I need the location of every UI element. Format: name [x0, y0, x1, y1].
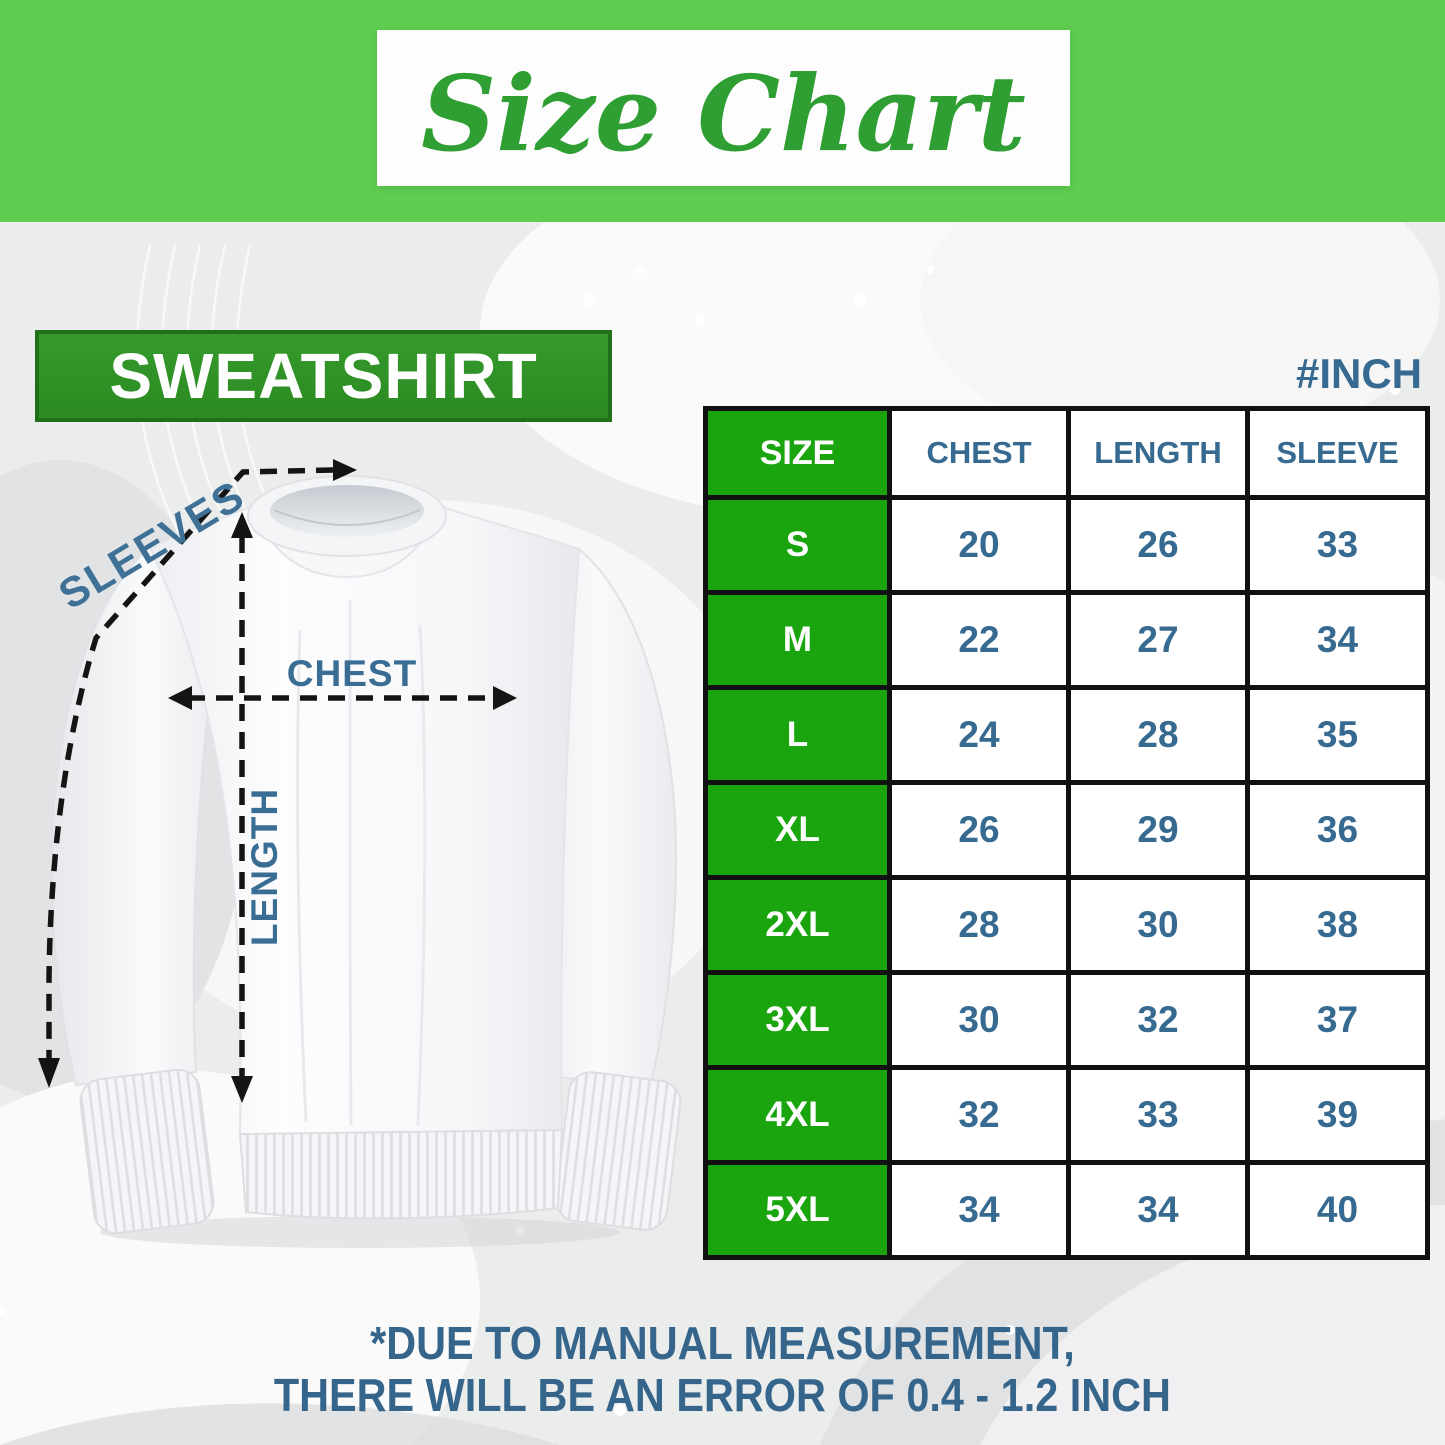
left-cuff [79, 1068, 215, 1235]
value-cell: 40 [1245, 1160, 1430, 1260]
table-row-2xl: 2XL 28 30 38 [703, 875, 1430, 975]
value-cell: 20 [887, 495, 1071, 595]
table-row-l: L 24 28 35 [703, 685, 1430, 785]
page-title: Size Chart [421, 52, 1026, 175]
size-cell: 2XL [703, 875, 892, 975]
product-banner: SWEATSHIRT [35, 330, 612, 422]
value-cell: 33 [1245, 495, 1430, 595]
top-banner: Size Chart [0, 0, 1445, 222]
value-cell: 36 [1245, 780, 1430, 880]
value-cell: 29 [1066, 780, 1250, 880]
value-cell: 30 [1066, 875, 1250, 975]
value-cell: 24 [887, 685, 1071, 785]
collar [247, 475, 447, 557]
size-cell: 3XL [703, 970, 892, 1070]
disclaimer-line-1: *DUE TO MANUAL MEASUREMENT, [370, 1317, 1075, 1369]
value-cell: 39 [1245, 1065, 1430, 1165]
size-cell: 4XL [703, 1065, 892, 1165]
disclaimer: *DUE TO MANUAL MEASUREMENT, THERE WILL B… [0, 1317, 1445, 1421]
size-cell: M [703, 590, 892, 690]
table-row-xl: XL 26 29 36 [703, 780, 1430, 880]
value-cell: 30 [887, 970, 1071, 1070]
value-cell: 28 [887, 875, 1071, 975]
value-cell: 32 [1066, 970, 1250, 1070]
header-cell-chest: CHEST [887, 406, 1071, 500]
value-cell: 32 [887, 1065, 1071, 1165]
table-row-4xl: 4XL 32 33 39 [703, 1065, 1430, 1165]
unit-label: #INCH [1295, 350, 1422, 397]
sleeves-arrow [46, 467, 334, 1060]
header-cell-sleeve: SLEEVE [1245, 406, 1430, 500]
value-cell: 26 [887, 780, 1071, 880]
value-cell: 26 [1066, 495, 1250, 595]
chest-label: CHEST [287, 653, 417, 694]
table-row-s: S 20 26 33 [703, 495, 1430, 595]
value-cell: 34 [1066, 1160, 1250, 1260]
size-cell: L [703, 685, 892, 785]
value-cell: 22 [887, 590, 1071, 690]
value-cell: 38 [1245, 875, 1430, 975]
hem-band [238, 1128, 564, 1220]
sweatshirt-illustration: SLEEVES CHEST LENGTH [38, 459, 682, 1248]
size-table: SIZE CHEST LENGTH SLEEVE S 20 26 33 M 22 27 34 L 24 2… [703, 406, 1430, 1260]
right-cuff [554, 1071, 682, 1231]
value-cell: 28 [1066, 685, 1250, 785]
length-label: LENGTH [244, 788, 285, 946]
size-cell: 5XL [703, 1160, 892, 1260]
value-cell: 37 [1245, 970, 1430, 1070]
value-cell: 33 [1066, 1065, 1250, 1165]
table-row-3xl: 3XL 30 32 37 [703, 970, 1430, 1070]
title-box: Size Chart [377, 30, 1070, 186]
table-header-row: SIZE CHEST LENGTH SLEEVE [703, 406, 1430, 500]
size-table-wrap: SIZE CHEST LENGTH SLEEVE S 20 26 33 M 22 27 34 L 24 2… [703, 406, 1430, 1260]
header-cell-length: LENGTH [1066, 406, 1250, 500]
creases [296, 599, 427, 1127]
arrowheads [38, 459, 517, 1103]
shirt-body [148, 505, 581, 1138]
disclaimer-line-2: THERE WILL BE AN ERROR OF 0.4 - 1.2 INCH [273, 1368, 1172, 1421]
value-cell: 34 [887, 1160, 1071, 1260]
table-row-m: M 22 27 34 [703, 590, 1430, 690]
size-cell: S [703, 495, 892, 595]
shirt-shadow [100, 1216, 620, 1248]
size-cell: XL [703, 780, 892, 880]
value-cell: 27 [1066, 590, 1250, 690]
product-label: SWEATSHIRT [109, 340, 538, 412]
table-row-5xl: 5XL 34 34 40 [703, 1160, 1430, 1260]
header-cell-size: SIZE [703, 406, 892, 500]
value-cell: 35 [1245, 685, 1430, 785]
value-cell: 34 [1245, 590, 1430, 690]
